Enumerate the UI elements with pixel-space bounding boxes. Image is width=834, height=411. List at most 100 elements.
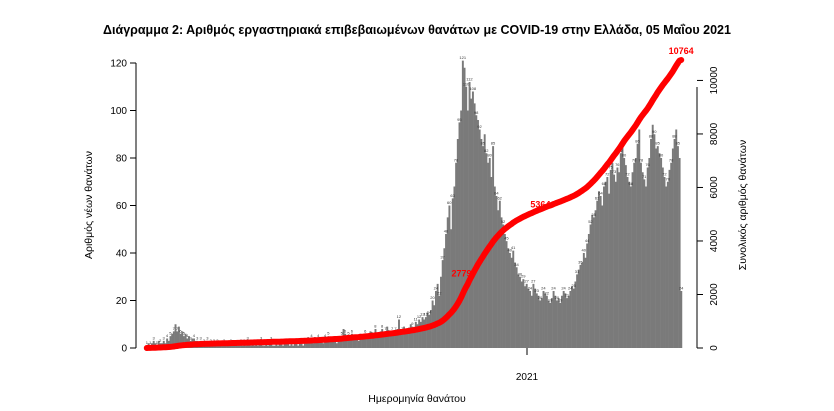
bar-value-label: 41 <box>511 245 516 250</box>
bar <box>354 338 357 348</box>
bar <box>530 295 533 348</box>
bar <box>542 291 545 348</box>
bar <box>320 340 323 348</box>
bar-value-label: 44 <box>585 238 590 243</box>
bar <box>278 343 281 348</box>
bar <box>475 115 478 348</box>
bar <box>419 321 422 348</box>
bar <box>653 134 656 348</box>
y-tick-label: 120 <box>110 59 127 70</box>
bar <box>594 210 597 348</box>
bar-value-label: 98 <box>474 110 479 115</box>
bar-value-label: 30 <box>518 271 523 276</box>
bar <box>356 336 358 348</box>
bar-value-label: 72 <box>625 172 630 177</box>
bar-value-label: 5 <box>341 331 344 336</box>
bar-value-label: 2 <box>223 338 226 343</box>
bar <box>505 241 508 348</box>
bar <box>283 343 286 348</box>
bar <box>567 295 570 348</box>
bar <box>619 153 622 348</box>
bar <box>461 60 464 348</box>
bar-value-label: 85 <box>481 141 486 146</box>
bar <box>376 333 379 348</box>
bar-value-label: 25 <box>571 283 576 288</box>
bar-value-label: 1 <box>156 340 159 345</box>
bar-value-label: 78 <box>639 157 644 162</box>
bar <box>648 158 651 348</box>
bar <box>169 336 172 348</box>
bar <box>436 283 439 348</box>
bar <box>564 293 567 348</box>
bar-value-label: 70 <box>665 176 670 181</box>
bar <box>597 191 600 348</box>
bar-value-label: 23 <box>534 288 539 293</box>
bar <box>308 343 311 348</box>
bar-value-label: 13 <box>420 312 425 317</box>
bar <box>337 340 340 348</box>
bar-value-label: 78 <box>632 157 637 162</box>
bar <box>591 215 594 348</box>
bar <box>466 110 469 348</box>
bar <box>315 340 318 348</box>
bar <box>545 295 548 348</box>
bar <box>522 279 525 348</box>
bar-value-label: 72 <box>662 172 667 177</box>
bar <box>251 343 254 348</box>
bar <box>446 217 449 348</box>
bar <box>571 286 574 348</box>
x-tick-label: 2021 <box>516 372 539 383</box>
bar <box>492 146 495 348</box>
bar <box>297 345 300 348</box>
bar <box>171 333 174 348</box>
bar <box>629 186 632 348</box>
bar-value-label: 7 <box>173 326 176 331</box>
y-tick-label: 80 <box>116 154 128 165</box>
bar <box>255 343 258 348</box>
bar <box>280 343 283 348</box>
bar <box>608 193 610 348</box>
bar <box>157 340 160 348</box>
bar <box>455 162 458 348</box>
bar <box>382 333 385 348</box>
bar <box>305 340 308 348</box>
bar <box>520 281 523 348</box>
bar-value-label: 7 <box>176 326 179 331</box>
bar-value-label: 4 <box>324 333 327 338</box>
bar-value-label: 8 <box>381 324 384 329</box>
bar <box>678 158 681 348</box>
bar <box>349 338 352 348</box>
bar <box>519 276 521 348</box>
bar <box>374 329 377 348</box>
bar <box>532 283 535 348</box>
bar-value-label: 31 <box>575 269 580 274</box>
bar-value-label: 6 <box>364 328 367 333</box>
bar <box>673 139 676 348</box>
bar-value-label: 7 <box>401 326 404 331</box>
bar-value-label: 52 <box>588 219 593 224</box>
bar <box>317 338 320 348</box>
bar <box>611 162 614 348</box>
bar-value-label: 2 <box>159 338 162 343</box>
bar <box>394 331 397 348</box>
chart-title: Διάγραμμα 2: Αριθμός εργαστηριακά επιβεβ… <box>103 23 731 37</box>
y-right-tick-label: 0 <box>709 345 720 351</box>
bar <box>500 217 503 348</box>
bar-value-label: 27 <box>531 278 536 283</box>
bar <box>535 293 538 348</box>
bar <box>282 345 285 348</box>
bar <box>470 98 473 348</box>
bar <box>287 343 290 348</box>
bar <box>241 345 244 348</box>
bar <box>381 329 384 348</box>
bar-value-label: 37 <box>440 255 445 260</box>
x-axis: 2021 <box>516 348 539 383</box>
bar-value-label: 64 <box>598 191 603 196</box>
bar-value-label: 4 <box>186 333 189 338</box>
bar-value-label: 20 <box>555 295 560 300</box>
bar <box>549 302 552 348</box>
bar-value-label: 80 <box>622 153 627 158</box>
bar-value-label: 14 <box>427 309 432 314</box>
bar-value-label: 24 <box>434 286 439 291</box>
